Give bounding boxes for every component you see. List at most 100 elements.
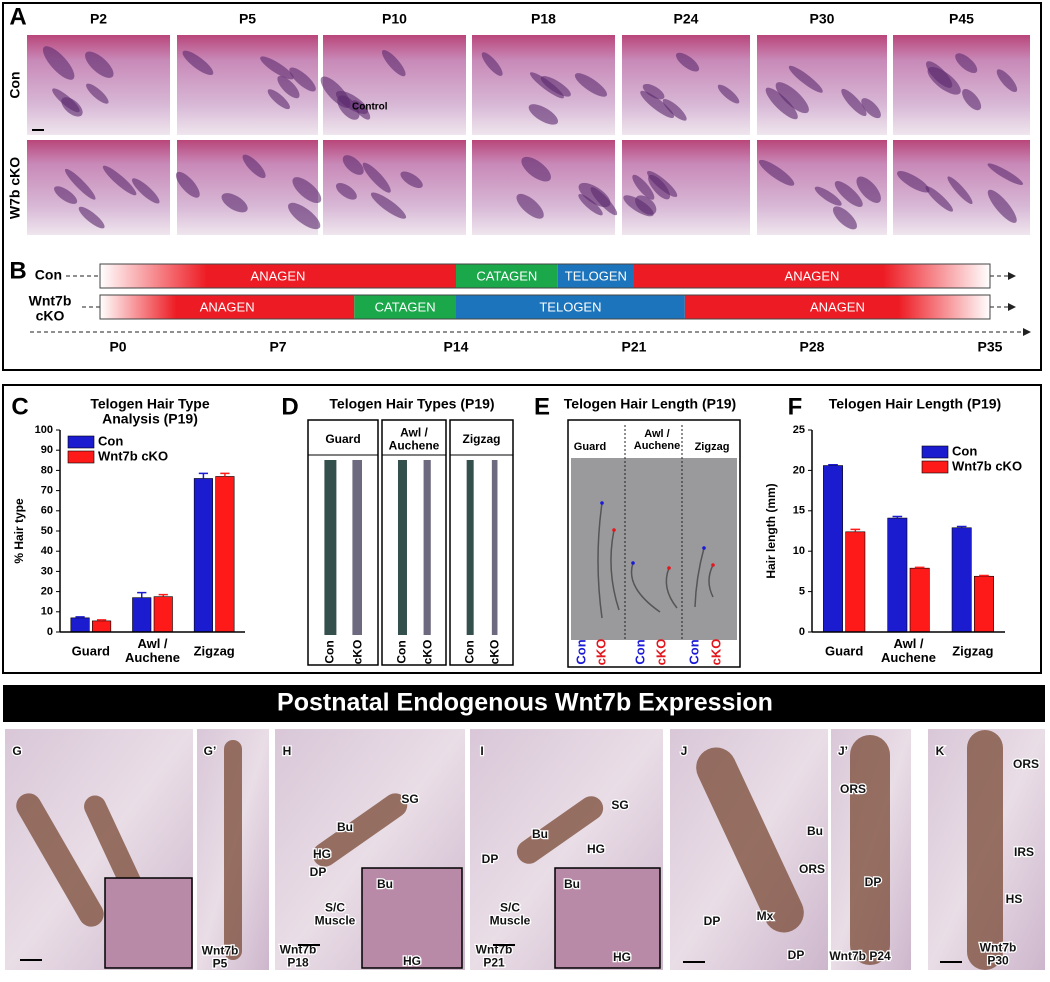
follicle <box>841 88 867 117</box>
follicle <box>370 192 407 219</box>
row-label: Wnt7b cKO <box>29 292 72 323</box>
sample-label: cKO <box>420 640 434 665</box>
tick-label: P14 <box>444 339 469 355</box>
column-label: Zigzag <box>695 441 730 453</box>
x-tick-label: Guard <box>825 643 863 658</box>
hair-photo <box>571 458 737 640</box>
follicle <box>521 156 551 182</box>
hair-image <box>491 460 498 635</box>
phase-segment <box>557 264 634 288</box>
panel-label: J <box>681 744 688 758</box>
error-bar <box>892 515 903 519</box>
panel-label: D <box>281 393 298 420</box>
sample-label: cKO <box>488 640 502 665</box>
panel-label: G <box>12 744 21 758</box>
follicle <box>175 171 200 198</box>
sample-label: cKO <box>708 639 723 666</box>
follicle <box>52 88 80 113</box>
follicle <box>529 72 564 99</box>
column-label: Guard <box>574 441 606 453</box>
error-bar <box>75 616 85 618</box>
annotation: DP <box>482 852 499 866</box>
phase-label: CATAGEN <box>375 299 436 314</box>
y-tick-label: 10 <box>793 545 805 557</box>
follicle <box>292 177 322 204</box>
phase-label: TELOGEN <box>565 268 627 283</box>
tick-label: P0 <box>109 339 126 355</box>
follicle <box>635 195 657 215</box>
annotation: Mx <box>757 909 774 923</box>
x-tick-label: Zigzag <box>194 643 235 658</box>
follicle <box>590 187 618 216</box>
age-label: P18 <box>531 11 556 27</box>
hair <box>630 562 661 613</box>
annotation: HG <box>613 950 631 964</box>
follicle <box>987 189 1017 223</box>
hair-image <box>423 460 431 635</box>
y-tick-label: 40 <box>41 545 53 557</box>
annotation: Bu <box>807 824 823 838</box>
y-axis-label: % Hair type <box>12 498 26 564</box>
follicle <box>481 52 503 76</box>
panel-title: Telogen Hair Types (P19) <box>329 396 494 412</box>
y-tick-label: 15 <box>793 505 805 517</box>
legend-swatch <box>67 450 95 464</box>
bar-outline <box>99 263 991 289</box>
tick-label: P21 <box>622 339 647 355</box>
age-label: P45 <box>949 11 974 27</box>
follicle <box>850 735 890 965</box>
follicle <box>814 186 842 206</box>
y-tick-label: 30 <box>41 565 53 577</box>
bar <box>132 597 152 633</box>
column-label: Guard <box>325 432 360 446</box>
follicle <box>642 83 665 100</box>
hair-image <box>397 460 407 635</box>
annotation: DP <box>310 865 327 879</box>
error-bar <box>158 593 168 597</box>
bar <box>823 465 843 633</box>
y-tick-label: 60 <box>41 505 53 517</box>
follicle <box>260 56 294 80</box>
panel-title: Telogen Hair Length (P19) <box>564 396 736 412</box>
image-box <box>381 419 447 666</box>
follicle <box>400 171 423 188</box>
follicle <box>717 84 740 104</box>
follicle <box>926 61 953 88</box>
panel-label: K <box>936 744 945 758</box>
age-label: P5 <box>239 11 256 27</box>
follicle <box>662 98 687 121</box>
hair-image <box>466 460 474 635</box>
phase-segment <box>354 295 456 319</box>
follicle <box>987 163 1024 186</box>
panel-label: B <box>9 257 26 284</box>
chart-title: Telogen Hair Type Analysis (P19) <box>90 395 209 426</box>
phase-segment <box>100 264 456 288</box>
follicle <box>277 75 300 99</box>
follicle <box>242 154 266 179</box>
annotation: ORS <box>840 782 866 796</box>
follicle <box>856 176 881 203</box>
y-tick-label: 20 <box>41 586 53 598</box>
bar <box>974 575 994 633</box>
y-tick-label: 0 <box>799 626 805 638</box>
chart-title: Telogen Hair Length (P19) <box>829 396 1001 412</box>
hair-marker <box>612 528 616 532</box>
error-bar <box>956 525 967 528</box>
annotation: DP <box>704 914 721 928</box>
hair <box>597 502 603 619</box>
y-tick-label: 25 <box>793 424 805 436</box>
panel-label: G’ <box>204 744 217 758</box>
hair-marker <box>702 546 706 550</box>
bar <box>951 527 972 633</box>
panel-frame <box>2 2 1042 371</box>
error-bar <box>198 472 209 479</box>
phase-segment <box>456 295 685 319</box>
hair <box>610 529 620 611</box>
follicle <box>647 170 678 197</box>
panel-label: I <box>480 744 483 758</box>
follicle <box>788 65 823 93</box>
hair-marker <box>631 561 635 565</box>
follicle <box>85 51 114 78</box>
annotation: Wnt7b P21 <box>476 943 513 970</box>
tick-label: P7 <box>269 339 286 355</box>
